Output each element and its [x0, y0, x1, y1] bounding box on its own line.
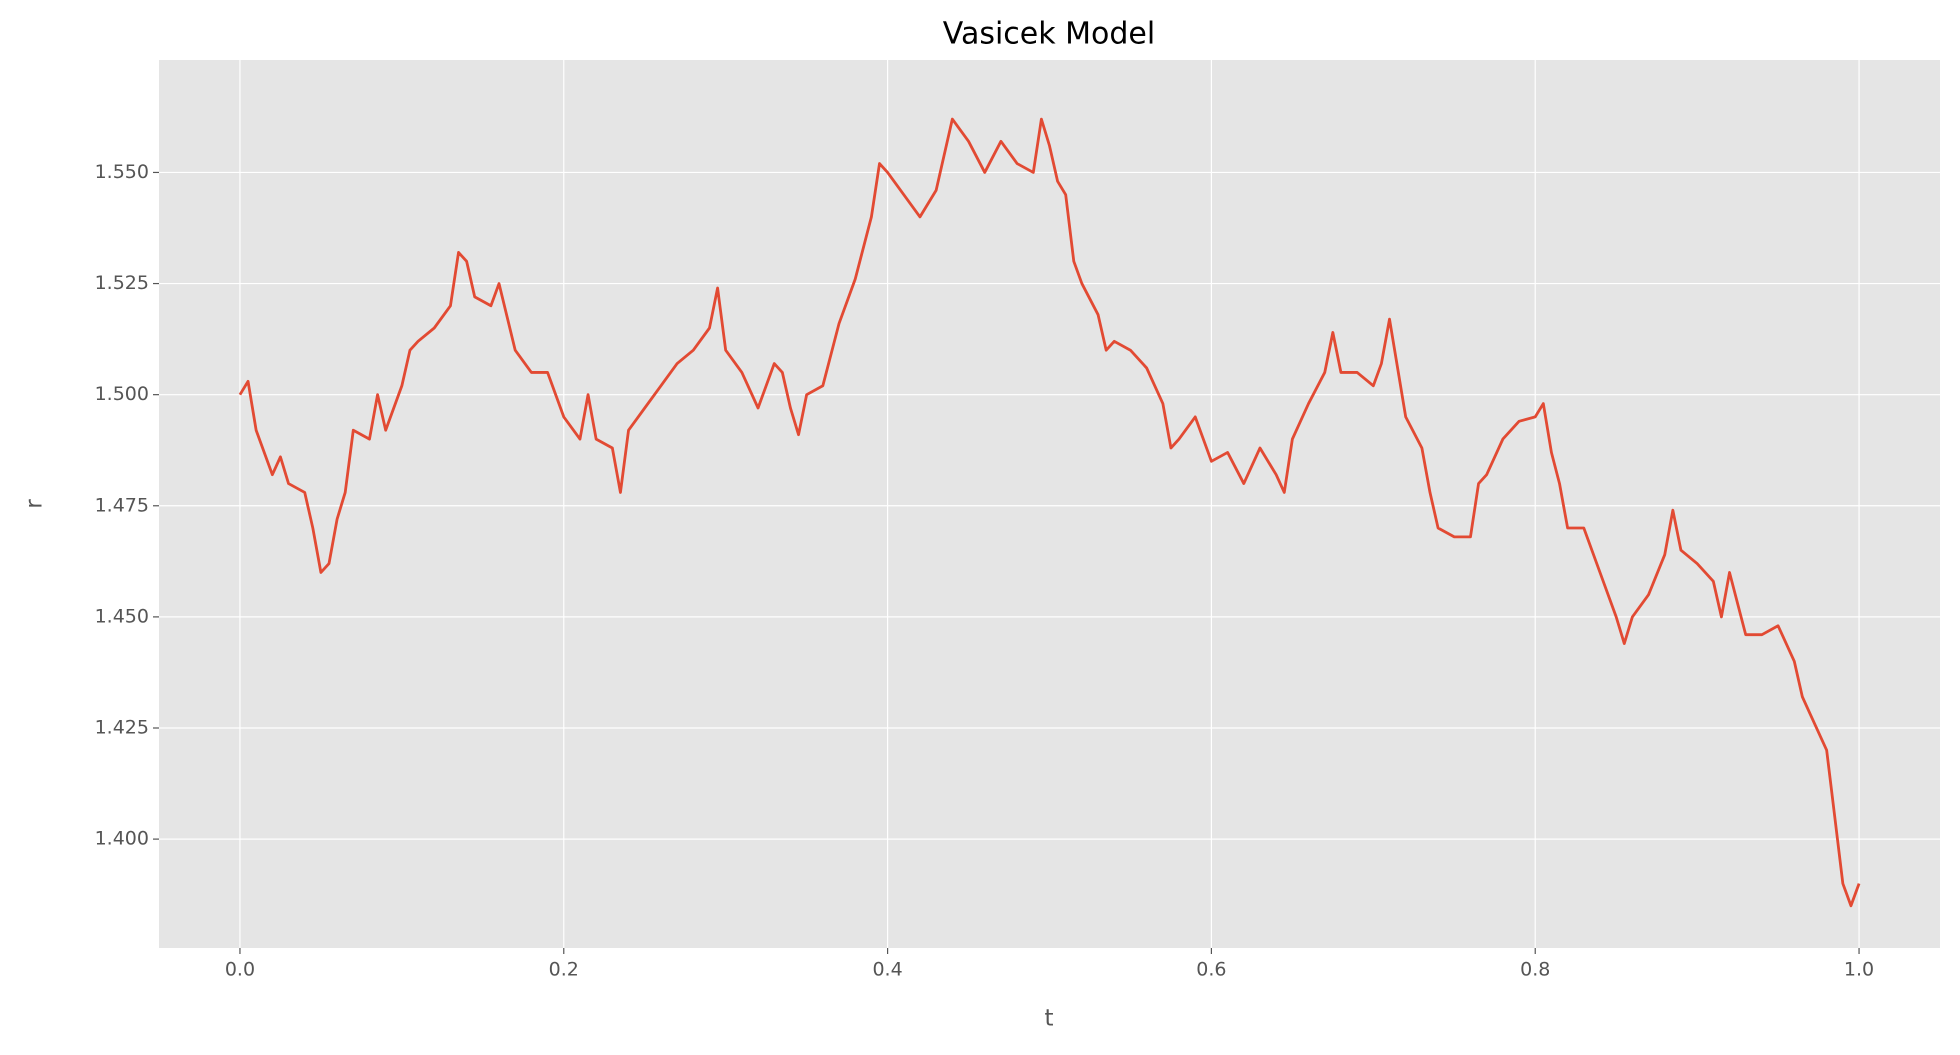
y-tick-label: 1.450 [95, 605, 149, 627]
x-axis-label: t [1044, 1006, 1053, 1032]
y-axis-label: r [22, 499, 48, 509]
y-tick-label: 1.400 [95, 828, 149, 850]
x-tick-label: 0.6 [1196, 959, 1226, 981]
y-tick-label: 1.500 [95, 383, 149, 405]
y-tick-label: 1.525 [95, 272, 149, 294]
x-tick-label: 0.4 [872, 959, 902, 981]
y-tick-label: 1.475 [95, 494, 149, 516]
x-tick-label: 1.0 [1844, 959, 1874, 981]
x-tick-label: 0.8 [1520, 959, 1550, 981]
y-tick-label: 1.425 [95, 717, 149, 739]
data-line [238, 117, 1861, 908]
plot-background [159, 60, 1940, 948]
chart-title: Vasicek Model [943, 17, 1155, 52]
y-tick-label: 1.550 [95, 161, 149, 183]
x-tick-label: 0.2 [549, 959, 579, 981]
x-tick-label: 0.0 [225, 959, 255, 981]
